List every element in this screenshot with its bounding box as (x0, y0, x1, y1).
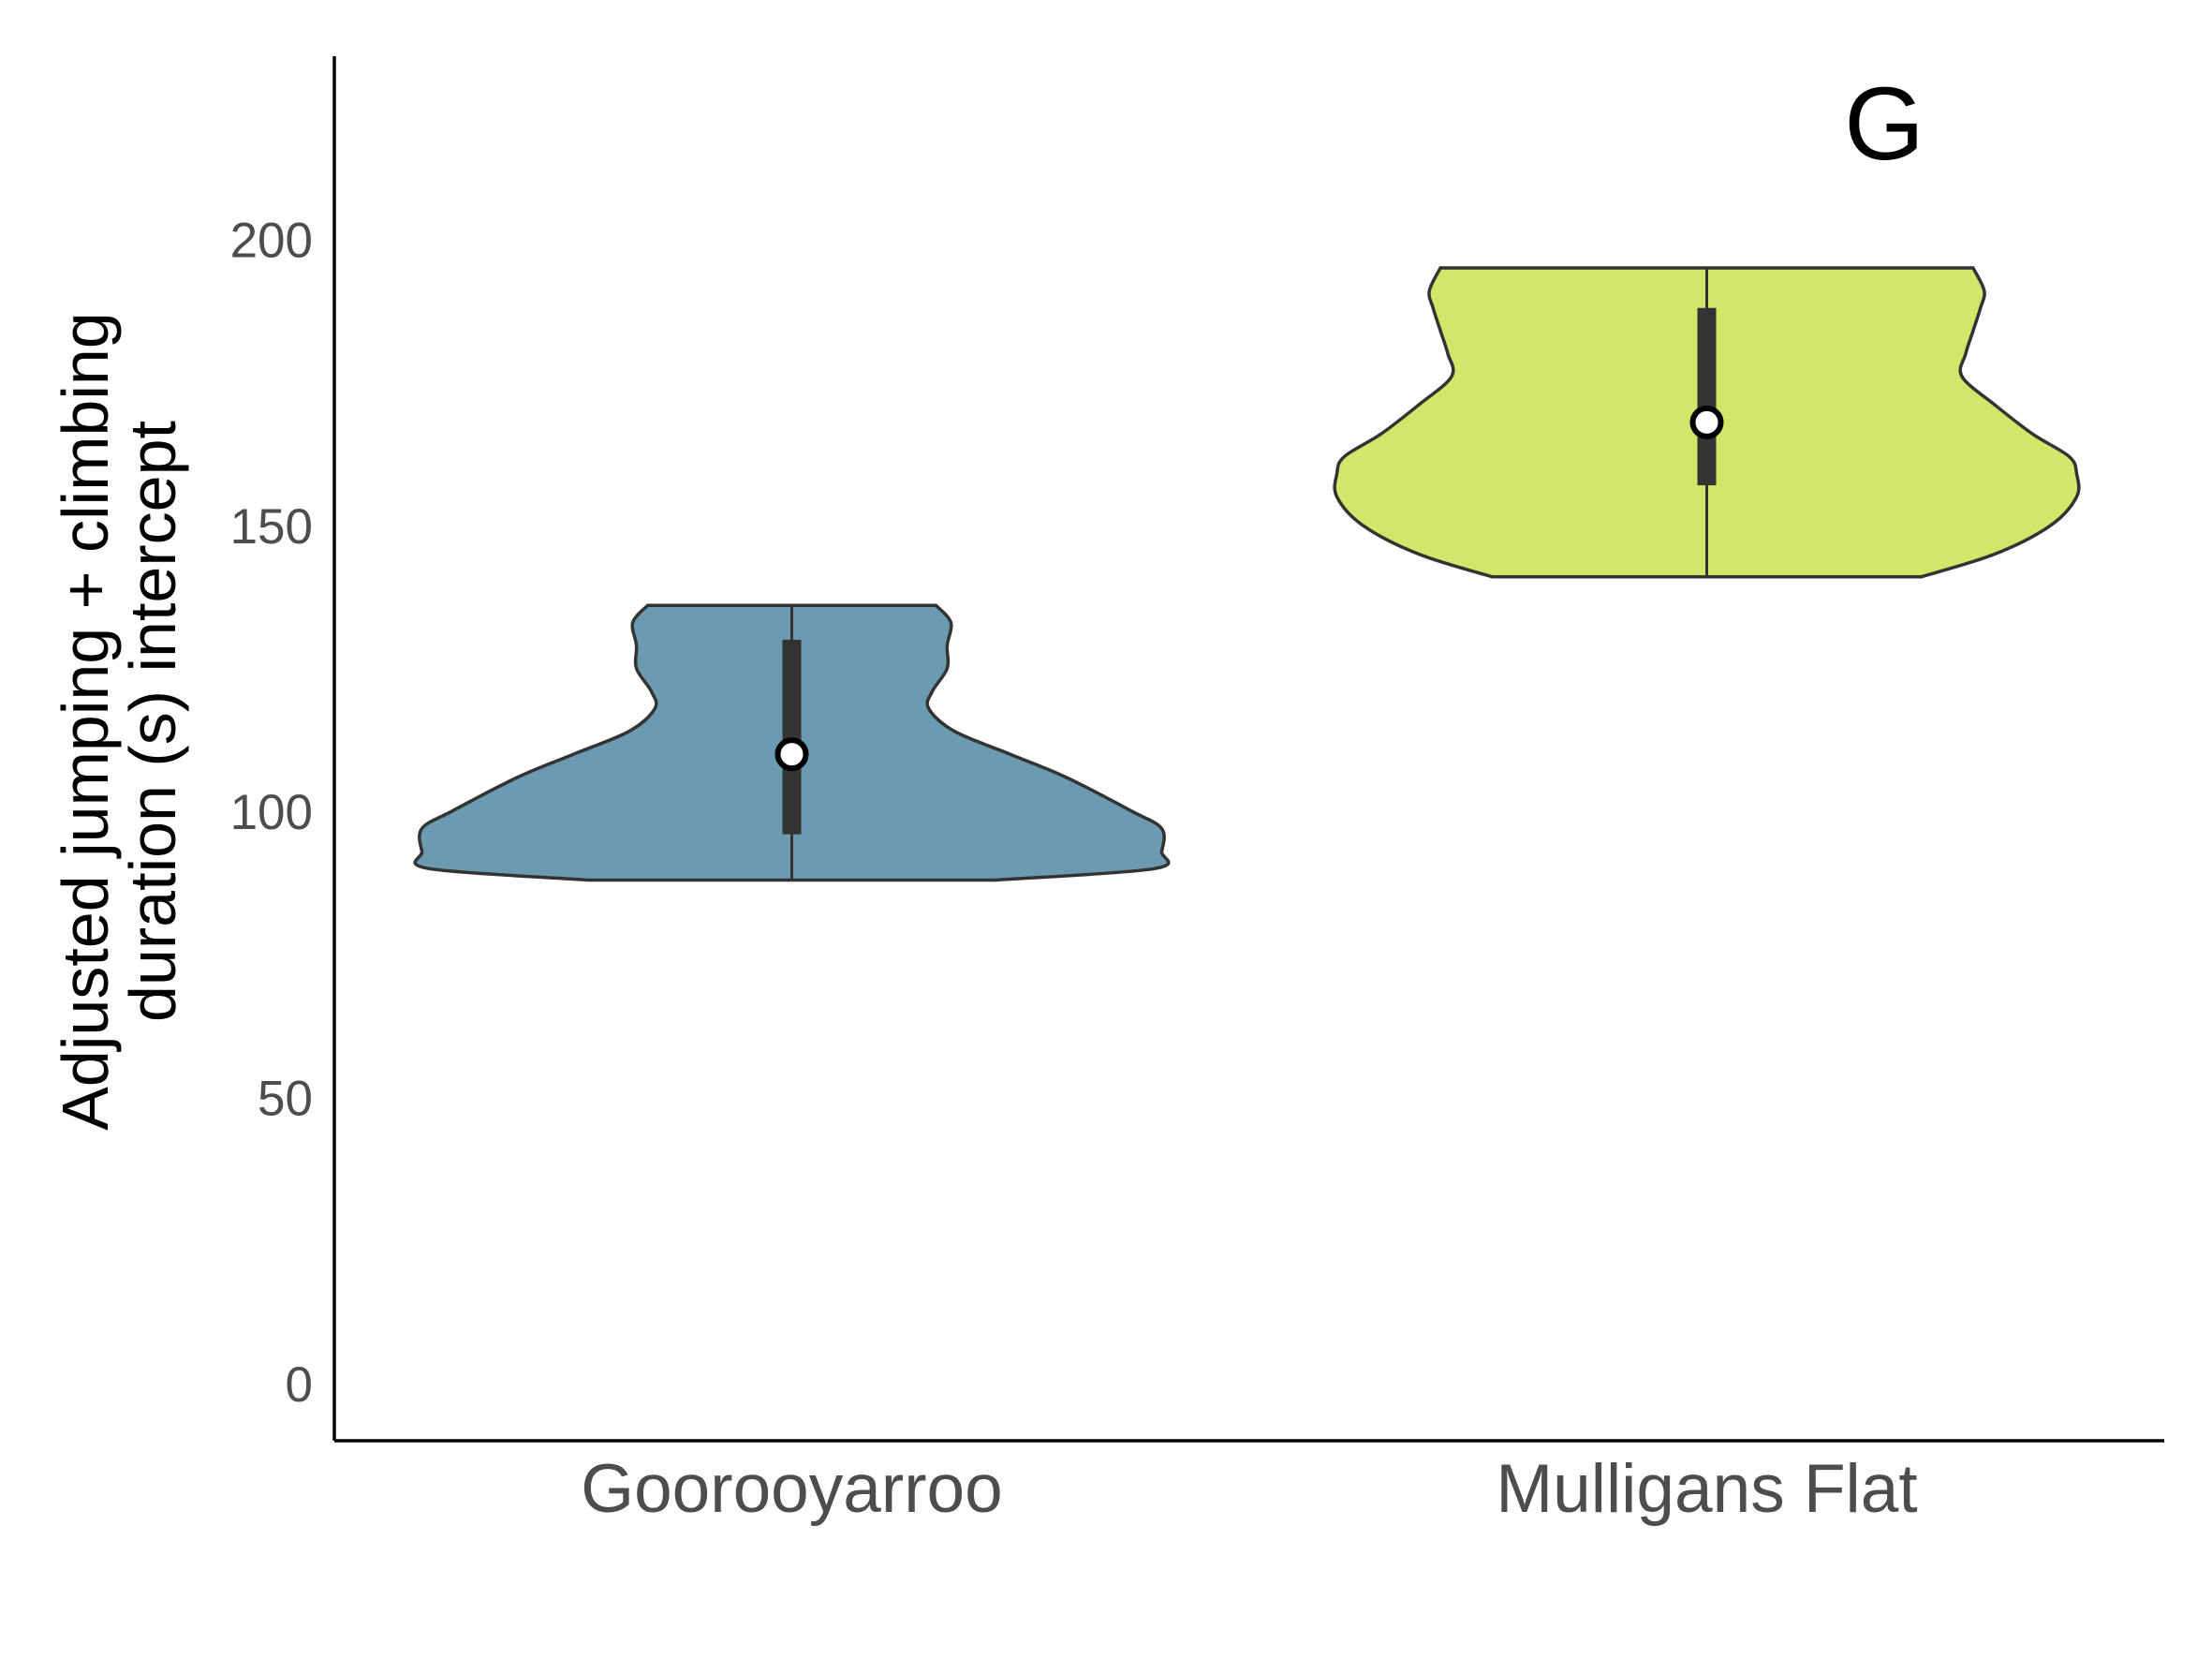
y-tick-label: 50 (258, 1072, 313, 1127)
median-point (1689, 405, 1724, 439)
iqr-box (1697, 307, 1717, 486)
y-tick-label: 0 (286, 1357, 313, 1413)
x-category-label: Goorooyarroo (581, 1451, 1002, 1527)
x-category-label: Mulligans Flat (1496, 1451, 1917, 1527)
panel-label: G (1844, 67, 1924, 182)
y-tick-label: 100 (230, 785, 313, 840)
y-axis-title-line-2: duration (s) intercept (116, 421, 189, 1022)
y-axis-title: Adjusted jumping + climbing duration (s)… (49, 312, 189, 1131)
y-axis-ticks: 0 50 100 150 200 (230, 213, 313, 1412)
violin-group (1333, 266, 2081, 579)
violin-layer (413, 266, 2081, 882)
x-axis-labels: Goorooyarroo Mulligans Flat (581, 1451, 1917, 1527)
y-axis-title-line-1: Adjusted jumping + climbing (49, 312, 122, 1131)
violin-group (413, 603, 1171, 882)
y-tick-label: 150 (230, 499, 313, 555)
median-point (774, 737, 809, 772)
iqr-box (782, 639, 802, 835)
y-tick-label: 200 (230, 213, 313, 268)
